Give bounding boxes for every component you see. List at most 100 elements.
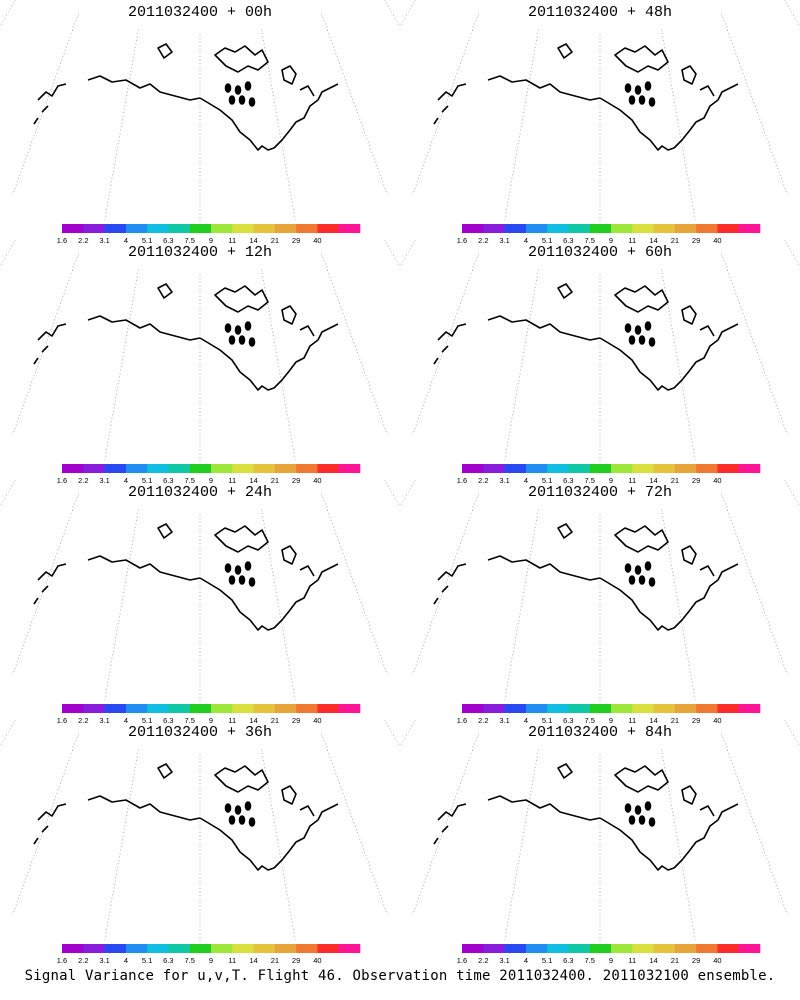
colorbar-label: 3.1: [499, 716, 509, 725]
lake-marker: [644, 801, 652, 811]
lake-marker: [624, 803, 632, 813]
colorbar-swatch: [611, 944, 633, 953]
hudson-coastline: [281, 305, 315, 337]
panel-title: 2011032400 + 48h: [527, 4, 673, 21]
colorbar-swatch: [568, 704, 590, 713]
colorbar-swatch: [462, 944, 484, 953]
america-coastline: [273, 83, 339, 149]
arctic-islands: [614, 45, 669, 73]
colorbar-swatch: [62, 704, 84, 713]
lake-marker: [634, 805, 642, 815]
colorbar-swatch: [338, 464, 361, 473]
map-panel: 1.6 2.2 3.1 4 5.1 6.3 7.5 9 11 14 21 29 40 2011032400…: [0, 0, 400, 245]
lake-marker: [624, 563, 632, 573]
variance-contour: [273, 342, 287, 357]
variance-contour: [519, 112, 665, 147]
variance-contour: [655, 564, 708, 615]
colorbar-swatch: [525, 464, 548, 473]
variance-contour: [579, 532, 696, 567]
polar-map: 1.6 2.2 3.1 4 5.1 6.3 7.5 9 11 14 21 29 40: [0, 240, 400, 485]
panel-title: 2011032400 + 60h: [527, 244, 673, 261]
polar-map: 1.6 2.2 3.1 4 5.1 6.3 7.5 9 11 14 21 29 40: [0, 0, 400, 245]
lake-marker: [228, 575, 236, 585]
coastlines: [433, 763, 739, 871]
lake-marker: [624, 83, 632, 93]
lake-marker: [228, 815, 236, 825]
colorbar-label: 1.6: [57, 476, 67, 485]
colorbar-label: 5.1: [142, 476, 152, 485]
colorbar-swatch: [168, 704, 190, 713]
colorbar-swatch: [317, 464, 339, 473]
variance-contour: [579, 771, 699, 807]
asia-coastline: [33, 563, 67, 605]
polar-map: 1.6 2.2 3.1 4 5.1 6.3 7.5 9 11 14 21 29 40: [0, 720, 400, 965]
colorbar-swatch: [547, 704, 569, 713]
colorbar-label: 40: [313, 236, 321, 245]
colorbar-label: 4: [524, 956, 528, 965]
lake-marker: [648, 337, 656, 347]
polar-map: 1.6 2.2 3.1 4 5.1 6.3 7.5 9 11 14 21 29 40: [0, 480, 400, 725]
colorbar-swatch: [147, 224, 169, 233]
meridian-line: [104, 269, 139, 460]
variance-contour: [673, 582, 689, 597]
graticule: [0, 240, 400, 468]
graticule: [0, 480, 400, 708]
colorbar-label: 1.6: [457, 956, 467, 965]
variance-contour: [558, 366, 633, 380]
colorbar-label: 5.1: [142, 236, 152, 245]
colorbar-swatch: [504, 464, 527, 473]
colorbar-swatch: [274, 944, 297, 953]
variance-contour: [457, 802, 718, 887]
colorbar-swatch: [717, 464, 739, 473]
meridian-line: [12, 733, 79, 916]
lake-marker: [624, 323, 632, 333]
meridian-line: [400, 480, 416, 508]
alaska-coastline: [599, 577, 675, 631]
meridian-line: [12, 253, 79, 436]
variance-contour: [655, 324, 706, 375]
meridian-line: [412, 253, 479, 436]
colorbar-swatch: [253, 944, 276, 953]
variance-contour: [475, 94, 696, 163]
colorbar-swatch: [104, 704, 127, 713]
colorbar-label: 40: [713, 716, 721, 725]
colorbar-swatch: [717, 944, 739, 953]
polar-map: 1.6 2.2 3.1 4 5.1 6.3 7.5 9 11 14 21 29 40: [400, 480, 800, 725]
lake-marker: [248, 97, 256, 107]
colorbar-label: 4: [524, 716, 528, 725]
variance-contour: [133, 355, 254, 385]
colorbar-swatch: [462, 224, 484, 233]
variance-field: [463, 519, 724, 646]
colorbar-label: 3.1: [499, 476, 509, 485]
meridian-line: [721, 493, 788, 676]
colorbar-swatch: [189, 704, 212, 713]
colorbar: 1.6 2.2 3.1 4 5.1 6.3 7.5 9 11 14 21 29 40: [57, 704, 361, 725]
variance-contour: [531, 836, 662, 863]
colorbar-label: 4: [124, 476, 128, 485]
america-coastline: [273, 563, 339, 629]
island-outline: [557, 763, 573, 779]
panel-title: 2011032400 + 84h: [527, 724, 673, 741]
lake-marker: [628, 335, 636, 345]
colorbar-label: 1.6: [457, 716, 467, 725]
meridian-line: [784, 0, 800, 28]
colorbar-swatch: [525, 944, 548, 953]
colorbar-label: 14: [249, 236, 257, 245]
lake-marker: [238, 335, 246, 345]
panel-title: 2011032400 + 72h: [527, 484, 673, 501]
arctic-islands: [214, 285, 269, 313]
arctic-islands: [214, 45, 269, 73]
colorbar-swatch: [211, 944, 233, 953]
alaska-coastline: [199, 97, 275, 151]
colorbar-swatch: [483, 944, 505, 953]
alaska-coastline: [599, 337, 675, 391]
colorbar-swatch: [653, 944, 676, 953]
meridian-line: [0, 480, 16, 508]
meridian-line: [384, 720, 400, 748]
colorbar-swatch: [717, 704, 739, 713]
meridian-line: [384, 0, 400, 28]
meridian-line: [384, 240, 400, 268]
colorbar-swatch: [632, 704, 654, 713]
colorbar-label: 9: [209, 476, 213, 485]
colorbar-label: 4: [524, 476, 528, 485]
